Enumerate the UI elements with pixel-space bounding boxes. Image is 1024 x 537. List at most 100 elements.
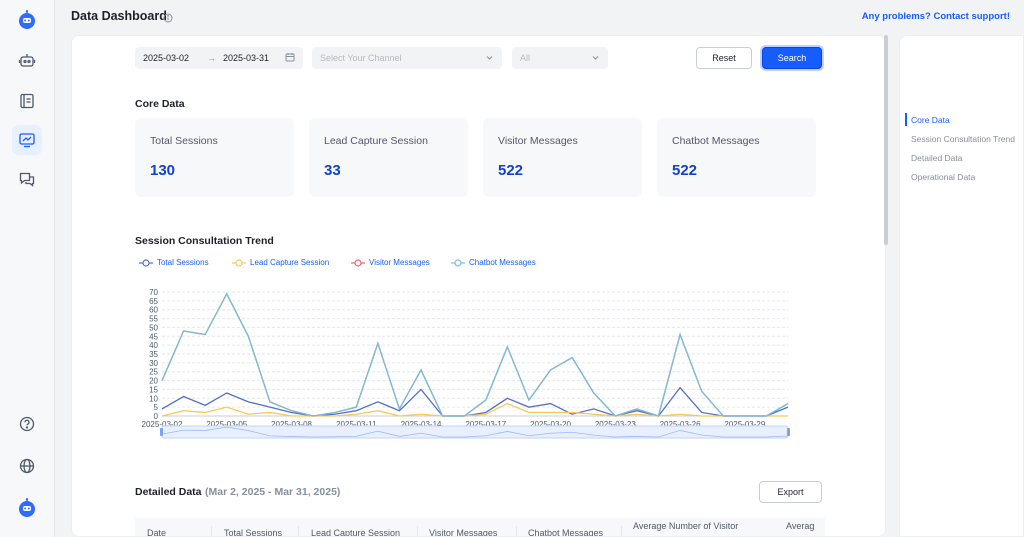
dashboard-monitor-icon[interactable] xyxy=(12,125,42,155)
type-select[interactable]: All xyxy=(512,47,608,69)
x-tick-label: 2025-03-05 xyxy=(206,420,247,429)
x-tick-label: 2025-03-20 xyxy=(530,420,571,429)
y-tick-label: 20 xyxy=(149,377,158,386)
column-divider xyxy=(417,526,418,536)
anchor-session-trend[interactable]: Session Consultation Trend xyxy=(911,134,1015,144)
y-tick-label: 40 xyxy=(149,341,158,350)
end-date[interactable]: 2025-03-31 xyxy=(223,53,270,63)
column-divider xyxy=(211,526,212,536)
series-line-total-sessions xyxy=(161,386,789,417)
y-tick-label: 55 xyxy=(149,315,158,324)
search-button[interactable]: Search xyxy=(762,47,822,69)
stat-card-total-sessions: Total Sessions 130 xyxy=(135,118,294,197)
x-tick-label: 2025-03-14 xyxy=(401,420,442,429)
series-line-lead-capture-session xyxy=(161,402,788,417)
robot-logo-icon[interactable] xyxy=(12,5,42,35)
calendar-icon xyxy=(285,52,295,64)
y-tick-label: 0 xyxy=(154,412,159,421)
column-header[interactable]: Averag xyxy=(786,521,815,531)
help-circle-icon[interactable] xyxy=(12,409,42,439)
anchor-core-data[interactable]: Core Data xyxy=(911,115,950,125)
reset-button[interactable]: Reset xyxy=(696,47,752,69)
column-divider xyxy=(516,526,517,536)
stat-value: 522 xyxy=(672,162,698,179)
core-data-title: Core Data xyxy=(135,98,185,110)
detailed-data-range: (Mar 2, 2025 - Mar 31, 2025) xyxy=(205,486,341,498)
column-divider xyxy=(298,526,299,536)
legend-label: Chatbot Messages xyxy=(469,258,536,267)
x-tick-label: 2025-03-26 xyxy=(660,420,701,429)
channel-select-placeholder: Select Your Channel xyxy=(320,53,402,63)
stat-card-chatbot-messages: Chatbot Messages 522 xyxy=(657,118,816,197)
type-select-value: All xyxy=(520,53,531,63)
legend-item-visitor-messages[interactable]: Visitor Messages xyxy=(351,258,430,267)
export-button[interactable]: Export xyxy=(759,481,822,503)
stat-value: 522 xyxy=(498,162,524,179)
x-tick-label: 2025-03-29 xyxy=(724,420,765,429)
y-tick-label: 5 xyxy=(154,403,159,412)
data-zoom-handle-right xyxy=(787,428,790,436)
x-tick-label: 2025-03-23 xyxy=(595,420,636,429)
column-header[interactable]: Average Number of Visitor xyxy=(633,521,739,531)
column-header[interactable]: Chatbot Messages xyxy=(528,528,604,537)
legend-label: Lead Capture Session xyxy=(250,258,330,267)
column-header[interactable]: Date xyxy=(147,528,167,537)
data-zoom-preview-line xyxy=(161,426,789,438)
y-tick-label: 65 xyxy=(149,297,158,306)
stat-label: Visitor Messages xyxy=(498,135,578,147)
y-tick-label: 15 xyxy=(149,385,158,394)
y-tick-label: 50 xyxy=(149,323,158,332)
stat-card-visitor-messages: Visitor Messages 522 xyxy=(483,118,642,197)
anchor-active-indicator xyxy=(905,113,907,126)
scrollbar[interactable] xyxy=(884,35,888,245)
robot-avatar-icon[interactable] xyxy=(12,493,42,523)
stat-card-lead-capture: Lead Capture Session 33 xyxy=(309,118,468,197)
stat-label: Total Sessions xyxy=(150,135,218,147)
x-tick-label: 2025-03-11 xyxy=(336,420,377,429)
anchor-detailed-data[interactable]: Detailed Data xyxy=(911,153,963,163)
y-tick-label: 60 xyxy=(149,306,158,315)
knowledge-book-icon[interactable] xyxy=(12,86,42,116)
range-arrow-icon: → xyxy=(207,53,216,63)
stat-label: Chatbot Messages xyxy=(672,135,760,147)
y-tick-label: 25 xyxy=(149,368,158,377)
x-tick-label: 2025-03-02 xyxy=(142,420,183,429)
anchor-operational-data[interactable]: Operational Data xyxy=(911,172,976,182)
legend-item-chatbot-messages[interactable]: Chatbot Messages xyxy=(451,258,536,267)
detailed-data-title: Detailed Data xyxy=(135,486,202,498)
stat-value: 130 xyxy=(150,162,176,179)
legend-item-total-sessions[interactable]: Total Sessions xyxy=(139,258,209,267)
series-line-visitor-messages xyxy=(161,292,789,417)
column-header[interactable]: Visitor Messages xyxy=(429,528,498,537)
sidebar xyxy=(0,0,55,537)
chevron-down-icon xyxy=(591,53,600,64)
trend-title: Session Consultation Trend xyxy=(135,235,274,247)
series-line-chatbot-messages xyxy=(161,292,789,417)
start-date[interactable]: 2025-03-02 xyxy=(143,53,190,63)
legend-item-lead-capture[interactable]: Lead Capture Session xyxy=(232,258,329,267)
x-tick-label: 2025-03-17 xyxy=(465,420,506,429)
detailed-table-header: Date Total Sessions Lead Capture Session… xyxy=(135,518,825,537)
globe-icon[interactable] xyxy=(12,451,42,481)
bot-icon[interactable] xyxy=(12,46,42,76)
chevron-down-icon xyxy=(485,53,494,64)
y-tick-label: 35 xyxy=(149,350,158,359)
trend-chart: 0 5 10 15 20 25 30 35 40 45 50 55 60 65 70 2025-03-02 20… xyxy=(135,284,805,449)
anchor-nav-panel: Core Data Session Consultation Trend Det… xyxy=(899,35,1024,537)
channel-select[interactable]: Select Your Channel xyxy=(312,47,502,69)
chat-bubbles-icon[interactable] xyxy=(12,164,42,194)
legend-label: Visitor Messages xyxy=(369,258,430,267)
legend-label: Total Sessions xyxy=(157,258,209,267)
column-header[interactable]: Lead Capture Session xyxy=(311,528,401,537)
stat-label: Lead Capture Session xyxy=(324,135,428,147)
y-tick-label: 45 xyxy=(149,332,158,341)
contact-support-link[interactable]: Any problems? Contact support! xyxy=(861,11,1010,22)
main-content-card: 2025-03-02 → 2025-03-31 Select Your Chan… xyxy=(71,35,886,537)
y-tick-label: 30 xyxy=(149,359,158,368)
top-bar: Data Dashboard Any problems? Contact sup… xyxy=(56,0,1024,34)
column-header[interactable]: Total Sessions xyxy=(224,528,283,537)
info-icon[interactable] xyxy=(163,10,173,28)
column-divider xyxy=(621,526,622,536)
date-range-picker[interactable]: 2025-03-02 → 2025-03-31 xyxy=(135,47,303,69)
